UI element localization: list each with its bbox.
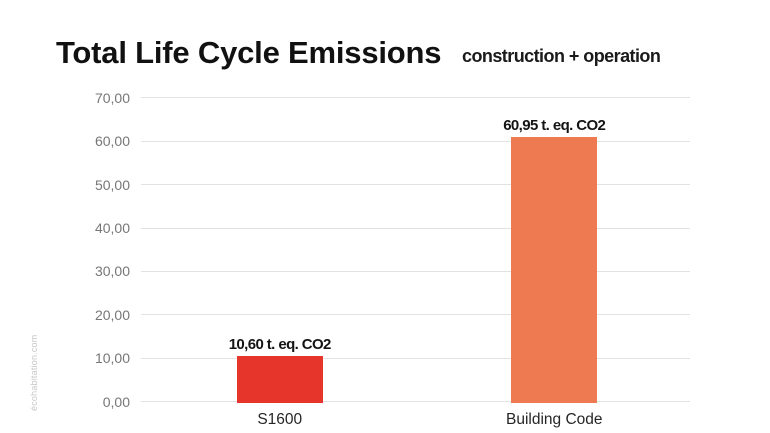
gridline-60 (141, 140, 690, 142)
bar-building-code (511, 137, 598, 403)
bar-value-label: 10,60 t. eq. CO2 (228, 335, 332, 353)
gridline-50 (141, 184, 690, 186)
y-axis-tick-label: 0,00 (102, 393, 130, 410)
y-axis-tick-label: 70,00 (94, 89, 130, 106)
y-axis-tick-label: 30,00 (94, 263, 130, 280)
y-axis-tick-label: 50,00 (94, 176, 130, 193)
gridline-40 (141, 227, 690, 229)
chart-subtitle: construction + operation (462, 46, 661, 67)
category-label: S1600 (257, 411, 303, 428)
y-axis-tick-label: 60,00 (94, 133, 130, 150)
category-label: Building Code (505, 411, 603, 428)
gridline-0 (141, 401, 690, 403)
y-axis-tick-label: 10,00 (94, 350, 130, 367)
gridline-70 (141, 97, 690, 99)
gridline-10 (141, 357, 690, 359)
y-axis-tick-label: 40,00 (94, 220, 130, 237)
gridline-30 (141, 270, 690, 272)
bar-value-label: 60,95 t. eq. CO2 (503, 117, 606, 135)
bar-s1600 (236, 355, 323, 403)
y-axis-tick-label: 20,00 (94, 306, 130, 323)
gridline-20 (141, 314, 690, 316)
chart-title: Total Life Cycle Emissions (56, 34, 442, 70)
